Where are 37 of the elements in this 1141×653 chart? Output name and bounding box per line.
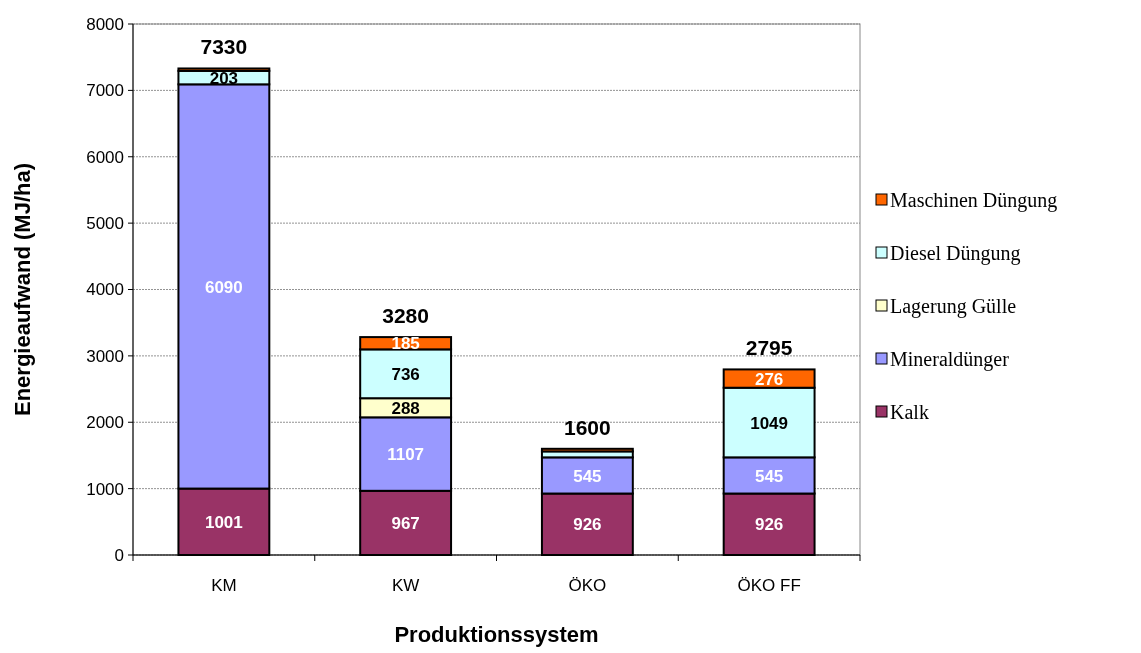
data-label: 203	[209, 68, 239, 88]
y-tick-label: 0	[114, 545, 124, 565]
data-label: 288	[391, 398, 420, 418]
data-label: 545	[573, 466, 602, 486]
data-label: 276	[754, 369, 784, 389]
total-label: 2795	[745, 336, 793, 360]
legend-label: Lagerung Gülle	[890, 295, 1017, 318]
data-label: 545	[754, 466, 784, 486]
y-tick-label: 7000	[86, 81, 124, 101]
y-tick-label: 8000	[86, 14, 124, 34]
x-tick-label: ÖKO FF	[737, 576, 801, 595]
y-tick-label: 4000	[86, 280, 124, 300]
y-tick-label: 5000	[86, 214, 124, 234]
total-label: 7330	[200, 35, 248, 59]
y-tick-label: 6000	[86, 147, 124, 167]
x-tick-label: KM	[211, 576, 237, 595]
data-label: 1049	[750, 413, 789, 433]
data-label: 926	[754, 515, 784, 535]
data-label: 1001	[204, 512, 243, 532]
data-label: 1107	[387, 445, 425, 465]
x-tick-label: KW	[391, 576, 420, 595]
data-label: 926	[573, 515, 602, 535]
legend-label: Diesel Düngung	[890, 242, 1021, 265]
legend-label: Maschinen Düngung	[890, 189, 1058, 212]
data-label: 736	[391, 364, 420, 384]
x-axis-title: Produktionssystem	[394, 622, 599, 647]
total-label: 3280	[382, 304, 429, 328]
legend-label: Mineraldünger	[890, 348, 1010, 371]
y-tick-label: 1000	[86, 479, 124, 499]
x-tick-label: ÖKO	[568, 576, 607, 595]
total-label: 1600	[564, 415, 611, 439]
data-label: 6090	[204, 277, 243, 297]
y-axis-title: Energieaufwand (MJ/ha)	[10, 162, 35, 417]
y-tick-label: 2000	[86, 413, 124, 433]
data-label: 967	[391, 514, 420, 534]
y-tick-label: 3000	[86, 346, 124, 366]
legend-label: Kalk	[890, 401, 929, 423]
